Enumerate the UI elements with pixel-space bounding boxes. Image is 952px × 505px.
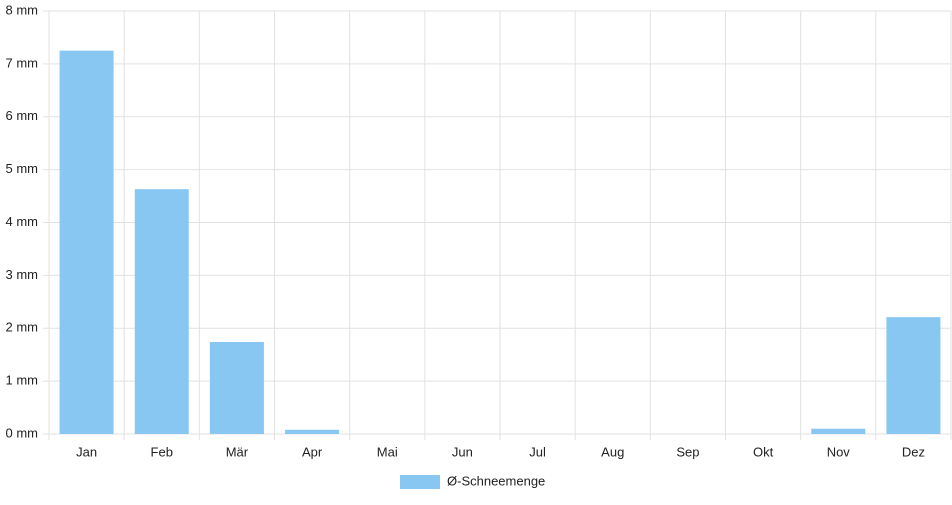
x-tick-label: Jan <box>76 444 97 459</box>
x-tick-label: Apr <box>302 444 323 459</box>
bar <box>886 317 941 434</box>
x-tick-label: Sep <box>676 444 699 459</box>
x-tick-label: Okt <box>753 444 774 459</box>
y-tick-label: 1 mm <box>6 373 39 388</box>
y-tick-label: 7 mm <box>6 55 39 70</box>
x-tick-label: Aug <box>601 444 624 459</box>
y-tick-label: 6 mm <box>6 108 39 123</box>
bar <box>209 341 264 434</box>
bar <box>285 429 340 434</box>
y-tick-label: 8 mm <box>6 2 39 17</box>
y-tick-label: 4 mm <box>6 214 39 229</box>
x-tick-label: Nov <box>827 444 851 459</box>
y-tick-label: 0 mm <box>6 425 39 440</box>
bar <box>134 189 189 434</box>
legend-label: Ø-Schneemenge <box>447 473 545 488</box>
x-tick-label: Mai <box>377 444 398 459</box>
x-tick-label: Mär <box>226 444 249 459</box>
y-tick-label: 2 mm <box>6 320 39 335</box>
bar <box>59 50 114 434</box>
x-tick-label: Dez <box>902 444 925 459</box>
x-tick-label: Jun <box>452 444 473 459</box>
bar <box>811 428 866 434</box>
x-tick-label: Feb <box>151 444 173 459</box>
x-tick-label: Jul <box>529 444 546 459</box>
legend-swatch <box>400 475 440 489</box>
y-tick-label: 5 mm <box>6 161 39 176</box>
y-tick-label: 3 mm <box>6 267 39 282</box>
